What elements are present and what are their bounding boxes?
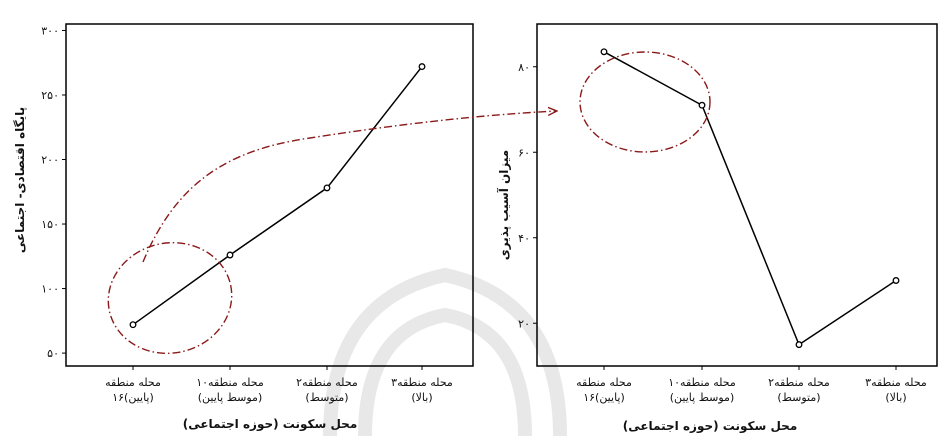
data-point [129, 321, 137, 329]
y-tick-label: ۱۰۰ [41, 283, 59, 296]
y-tick-label: ۴۰ [518, 232, 530, 245]
watermark-emblem [323, 267, 567, 436]
right-plot-frame [536, 23, 938, 367]
x-category-label: محله منطقه [105, 376, 161, 389]
right-x-ticks: محله منطقه ۱۶(پایین) محله منطقه۱۰ (موسط پای… [576, 366, 927, 404]
x-category-label: ۱۶(پایین) [112, 391, 154, 404]
data-point [226, 251, 234, 259]
y-tick-label: ۶۰ [518, 146, 530, 159]
right-y-axis-title: میزان آسیب پذیری [496, 150, 511, 260]
left-chart: پایگاه اقتصادی- اجتماعی محل سکونت (حوزه … [13, 23, 474, 432]
annotation-arrow [142, 111, 556, 263]
series-line [603, 51, 897, 346]
y-tick-label: ۲۰۰ [41, 154, 59, 167]
right-series [600, 48, 900, 349]
y-tick-label: ۱۵۰ [41, 218, 59, 231]
right-chart: میزان آسیب پذیری محل سکونت (حوزه اجتماعی… [496, 23, 938, 434]
x-category-label: (موسط پایین) [670, 391, 735, 404]
x-category-label: محله منطقه۲ [296, 376, 358, 389]
left-y-ticks: ۵۰ ۱۰۰ ۱۵۰ ۲۰۰ ۲۵۰ ۳۰۰ [41, 24, 66, 360]
series-line [132, 66, 423, 326]
data-point [418, 63, 426, 71]
data-point [795, 341, 803, 349]
x-category-label: محله منطقه۳ [391, 376, 453, 389]
x-category-label: ۱۶(پایین) [583, 391, 625, 404]
data-point [698, 101, 706, 109]
right-y-ticks: ۲۰ ۴۰ ۶۰ ۸۰ [518, 61, 537, 330]
right-highlight-ellipse [579, 51, 711, 153]
annotations [107, 51, 711, 355]
x-category-label: (متوسط) [777, 391, 820, 404]
y-tick-label: ۳۰۰ [41, 24, 59, 37]
right-x-axis-title: محل سکونت (حوزه اجتماعی) [623, 419, 798, 434]
left-highlight-ellipse [107, 241, 233, 355]
left-y-axis-title: پایگاه اقتصادی- اجتماعی [13, 107, 27, 253]
x-category-label: (بالا) [411, 391, 432, 404]
x-category-label: محله منطقه [576, 376, 632, 389]
y-tick-label: ۲۰ [518, 317, 530, 330]
left-x-axis-title: محل سکونت (حوزه اجتماعی) [183, 417, 358, 432]
x-category-label: (موسط پایین) [198, 391, 263, 404]
x-category-label: محله منطقه۳ [865, 376, 927, 389]
x-category-label: محله منطقه۲ [768, 376, 830, 389]
y-tick-label: ۸۰ [518, 61, 530, 74]
left-plot-frame [65, 23, 474, 367]
y-tick-label: ۲۵۰ [41, 89, 59, 102]
x-category-label: (بالا) [885, 391, 906, 404]
x-category-label: محله منطقه۱۰ [668, 376, 736, 389]
left-series [129, 63, 426, 329]
data-point [600, 48, 608, 56]
y-tick-label: ۵۰ [47, 347, 59, 360]
left-x-ticks: محله منطقه ۱۶(پایین) محله منطقه۱۰ (موسط پای… [105, 366, 453, 404]
data-point [323, 184, 331, 192]
data-point [892, 277, 900, 284]
x-category-label: محله منطقه۱۰ [196, 376, 264, 389]
x-category-label: (متوسط) [305, 391, 348, 404]
